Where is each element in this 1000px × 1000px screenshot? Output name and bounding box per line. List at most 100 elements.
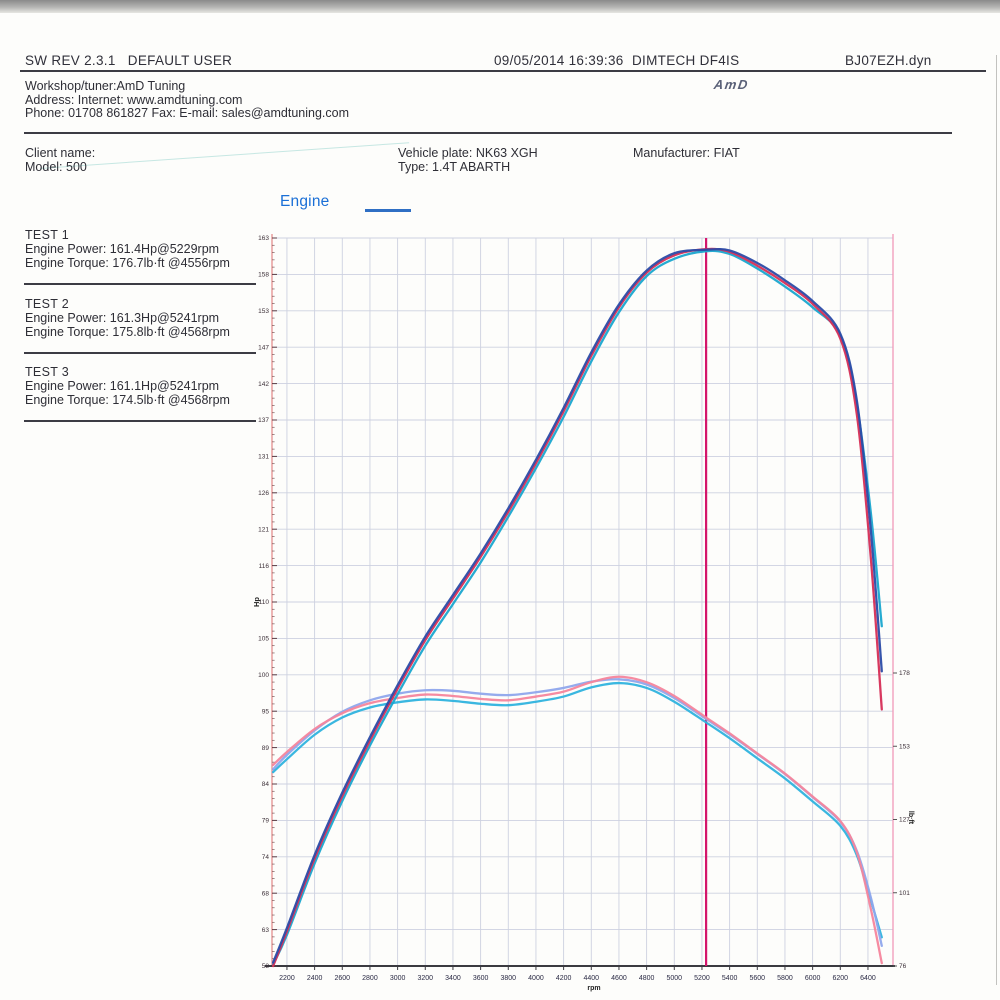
test-1-power: Engine Power: 161.4Hp@5229rpm xyxy=(25,242,220,257)
test-1-block: TEST 1 Engine Power: 161.4Hp@5229rpm Eng… xyxy=(25,228,230,271)
vehicle-plate: Vehicle plate: NK63 XGH xyxy=(398,146,538,160)
scan-edge-artifact-top xyxy=(0,0,1000,13)
svg-text:6400: 6400 xyxy=(860,975,876,982)
svg-text:5000: 5000 xyxy=(666,975,682,982)
svg-text:5200: 5200 xyxy=(694,975,710,982)
svg-text:110: 110 xyxy=(259,599,270,606)
scan-edge-artifact-right xyxy=(996,55,997,985)
test-2-power-curve xyxy=(271,247,883,964)
svg-text:153: 153 xyxy=(258,308,269,315)
svg-text:131: 131 xyxy=(258,454,269,461)
svg-text:5600: 5600 xyxy=(750,975,766,982)
test-1-rule xyxy=(24,283,256,285)
workshop-block: Workshop/tuner:AmD Tuning Address: Inter… xyxy=(25,79,349,121)
test-1-torque: Engine Torque: 176.7lb·ft @4556rpm xyxy=(25,256,230,271)
svg-text:142: 142 xyxy=(258,381,269,388)
test-2-torque: Engine Torque: 175.8lb·ft @4568rpm xyxy=(25,325,230,340)
svg-text:3400: 3400 xyxy=(445,975,461,982)
svg-text:4800: 4800 xyxy=(639,975,655,982)
svg-text:79: 79 xyxy=(262,818,270,825)
svg-text:121: 121 xyxy=(258,526,269,533)
svg-text:2200: 2200 xyxy=(279,975,295,982)
device-name: DIMTECH DF4IS xyxy=(632,53,740,68)
y-axis-left-labels: 163 158 153 147 142 137 131 126 121 116 110 105 100 9… xyxy=(252,235,277,970)
header-row: SW REV 2.3.1 DEFAULT USER xyxy=(25,53,232,68)
svg-text:Hp: Hp xyxy=(252,597,261,607)
svg-text:163: 163 xyxy=(258,235,269,242)
test-2-power: Engine Power: 161.3Hp@5241rpm xyxy=(25,311,220,326)
svg-text:178: 178 xyxy=(899,670,910,677)
svg-text:95: 95 xyxy=(262,708,270,715)
chart-grid xyxy=(272,237,893,967)
test-3-torque-curve xyxy=(271,681,883,939)
test-3-block: TEST 3 Engine Power: 161.1Hp@5241rpm Eng… xyxy=(25,365,230,408)
test-2-block: TEST 2 Engine Power: 161.3Hp@5241rpm Eng… xyxy=(25,297,230,340)
test-2-rule xyxy=(24,352,256,354)
svg-text:4600: 4600 xyxy=(611,975,627,982)
svg-text:2800: 2800 xyxy=(362,975,378,982)
svg-text:2400: 2400 xyxy=(307,975,323,982)
run-filename: BJ07EZH.dyn xyxy=(845,53,932,68)
client-block: Client name: Model: 500 xyxy=(25,146,96,174)
test-3-rule xyxy=(24,420,256,422)
workshop-phone: Phone: 01708 861827 Fax: E-mail: sales@a… xyxy=(25,106,349,121)
test-2-name: TEST 2 xyxy=(25,297,69,311)
svg-text:4200: 4200 xyxy=(556,975,572,982)
workshop-tuner: Workshop/tuner:AmD Tuning xyxy=(25,79,186,93)
svg-text:4000: 4000 xyxy=(528,975,544,982)
manufacturer: Manufacturer: FIAT xyxy=(633,146,740,160)
vehicle-model: Model: 500 xyxy=(25,159,87,174)
workshop-address: Address: Internet: www.amdtuning.com xyxy=(25,92,243,107)
vehicle-type: Type: 1.4T ABARTH xyxy=(398,159,511,174)
svg-text:105: 105 xyxy=(258,636,269,643)
test-2-torque-curve xyxy=(271,678,883,948)
chart-title: Engine xyxy=(280,193,330,210)
svg-text:84: 84 xyxy=(262,781,270,788)
svg-text:74: 74 xyxy=(262,854,270,861)
svg-text:101: 101 xyxy=(899,890,910,897)
svg-text:89: 89 xyxy=(262,745,270,752)
svg-text:3600: 3600 xyxy=(473,975,489,982)
plate-type-block: Vehicle plate: NK63 XGH Type: 1.4T ABART… xyxy=(398,146,538,174)
svg-text:3800: 3800 xyxy=(500,975,516,982)
svg-text:rpm: rpm xyxy=(587,985,600,992)
svg-text:100: 100 xyxy=(258,672,269,679)
test-1-power-curve xyxy=(271,247,883,968)
svg-text:76: 76 xyxy=(899,963,907,970)
y-axis-right-labels: 178 153 127 101 76 lb·ft xyxy=(893,670,914,970)
svg-text:116: 116 xyxy=(259,563,270,570)
sw-version: SW REV 2.3.1 xyxy=(25,53,116,68)
x-axis-labels: 2200 2400 2600 2800 3000 3200 3400 3600 3800 4000… xyxy=(279,966,876,992)
chart-axes xyxy=(265,234,895,967)
svg-text:158: 158 xyxy=(258,272,269,279)
svg-text:127: 127 xyxy=(899,817,910,824)
svg-text:2600: 2600 xyxy=(334,975,350,982)
test-1-name: TEST 1 xyxy=(25,228,69,242)
svg-text:lb·ft: lb·ft xyxy=(907,811,914,825)
dyno-curves xyxy=(271,247,883,968)
svg-text:153: 153 xyxy=(899,743,910,750)
client-name-label: Client name: xyxy=(25,146,96,160)
svg-text:6000: 6000 xyxy=(805,975,821,982)
svg-text:147: 147 xyxy=(258,344,269,351)
svg-text:126: 126 xyxy=(258,490,269,497)
svg-text:5800: 5800 xyxy=(777,975,793,982)
test-3-power-curve xyxy=(271,249,883,966)
section-rule xyxy=(24,132,952,134)
svg-text:68: 68 xyxy=(262,890,270,897)
header-rule xyxy=(20,70,986,72)
test-3-torque: Engine Torque: 174.5lb·ft @4568rpm xyxy=(25,393,230,408)
test-3-power: Engine Power: 161.1Hp@5241rpm xyxy=(25,379,220,394)
svg-text:5400: 5400 xyxy=(722,975,738,982)
test-1-torque-curve xyxy=(271,675,883,965)
svg-text:6200: 6200 xyxy=(833,975,849,982)
report-datetime: 09/05/2014 16:39:36 xyxy=(494,53,624,68)
svg-text:3000: 3000 xyxy=(390,975,406,982)
legend-line-swatch xyxy=(365,209,411,212)
svg-text:137: 137 xyxy=(258,417,269,424)
test-3-name: TEST 3 xyxy=(25,365,69,379)
user-name: DEFAULT USER xyxy=(127,53,233,68)
svg-text:63: 63 xyxy=(262,927,270,934)
